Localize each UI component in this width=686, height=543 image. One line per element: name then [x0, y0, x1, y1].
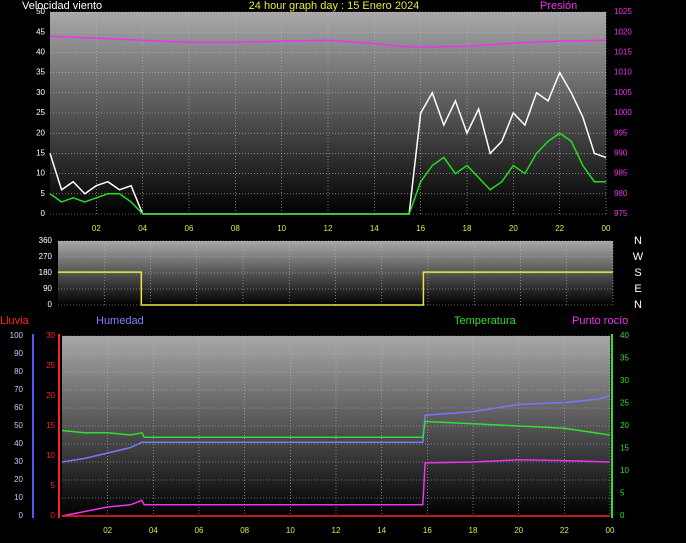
y2-tick-label: 1000	[614, 108, 632, 117]
y-tick-label: 10	[14, 493, 23, 502]
chart-title: 24 hour graph day : 15 Enero 2024	[249, 0, 420, 12]
y-tick-label: 20	[36, 128, 45, 137]
humidity-label: Humedad	[96, 315, 144, 327]
y3-tick-label: 20	[46, 391, 55, 400]
y-tick-label: 45	[36, 27, 45, 36]
series-line	[58, 271, 613, 306]
y3-tick-label: 0	[51, 511, 56, 520]
y2-tick-label: 975	[614, 209, 628, 218]
dewpoint-label: Punto rocío	[572, 315, 628, 327]
y2-tick-label: 1020	[614, 27, 632, 36]
y2-tick-label: 0	[620, 511, 625, 520]
y2-tick-label: 1010	[614, 68, 632, 77]
y-tick-label: 70	[14, 385, 23, 394]
x-tick-label: 08	[231, 224, 240, 233]
y2-tick-label: 980	[614, 189, 628, 198]
y-tick-label: 270	[39, 252, 53, 261]
y2-tick-label: 35	[620, 354, 629, 363]
y3-tick-label: 25	[46, 361, 55, 370]
x-tick-label: 02	[103, 526, 112, 535]
y3-tick-label: 30	[46, 331, 55, 340]
x-tick-label: 00	[606, 526, 615, 535]
y2-tick-label: 1025	[614, 7, 632, 16]
x-tick-label: 18	[469, 526, 478, 535]
x-tick-label: 02	[92, 224, 101, 233]
y2-tick-label: 985	[614, 169, 628, 178]
series-line	[61, 420, 611, 439]
y-tick-label: 0	[41, 209, 46, 218]
series-line	[61, 394, 611, 463]
y-tick-label: 30	[36, 88, 45, 97]
y2-tick-label: 25	[620, 399, 629, 408]
x-tick-label: 10	[286, 526, 295, 535]
y-tick-label: 60	[14, 403, 23, 412]
temperature-label: Temperatura	[454, 315, 517, 327]
x-tick-label: 00	[602, 224, 611, 233]
series-line	[49, 70, 607, 215]
y2-tick-label: N	[634, 235, 642, 247]
y-tick-label: 0	[48, 300, 53, 309]
y2-tick-label: 5	[620, 489, 625, 498]
y-tick-label: 40	[14, 439, 23, 448]
x-tick-label: 04	[149, 526, 158, 535]
y2-tick-label: N	[634, 299, 642, 311]
y2-tick-label: 990	[614, 149, 628, 158]
y2-tick-label: S	[634, 267, 641, 279]
rain-label: Lluvia	[0, 315, 30, 327]
x-tick-label: 22	[555, 224, 564, 233]
x-tick-label: 22	[560, 526, 569, 535]
y3-tick-label: 10	[46, 451, 55, 460]
y3-tick-label: 5	[51, 481, 56, 490]
y2-tick-label: 1015	[614, 48, 632, 57]
y-tick-label: 30	[14, 457, 23, 466]
x-tick-label: 12	[324, 224, 333, 233]
y-tick-label: 80	[14, 367, 23, 376]
x-tick-label: 18	[463, 224, 472, 233]
y2-tick-label: W	[633, 251, 644, 263]
x-tick-label: 16	[416, 224, 425, 233]
x-tick-label: 16	[423, 526, 432, 535]
x-tick-label: 14	[377, 526, 386, 535]
x-tick-label: 06	[195, 526, 204, 535]
y-tick-label: 360	[39, 236, 53, 245]
y-tick-label: 25	[36, 108, 45, 117]
x-tick-label: 06	[185, 224, 194, 233]
x-tick-label: 12	[332, 526, 341, 535]
y-tick-label: 20	[14, 475, 23, 484]
y-tick-label: 100	[10, 331, 24, 340]
y-tick-label: 50	[36, 7, 45, 16]
x-tick-label: 20	[514, 526, 523, 535]
x-tick-label: 08	[240, 526, 249, 535]
x-tick-label: 04	[138, 224, 147, 233]
y2-tick-label: 1005	[614, 88, 632, 97]
y2-tick-label: 15	[620, 444, 629, 453]
y-tick-label: 50	[14, 421, 23, 430]
x-tick-label: 20	[509, 224, 518, 233]
y-label: Velocidad viento	[22, 0, 102, 12]
y-tick-label: 0	[19, 511, 24, 520]
y3-tick-label: 15	[46, 421, 55, 430]
y-tick-label: 35	[36, 68, 45, 77]
y2-tick-label: 30	[620, 376, 629, 385]
y2-tick-label: E	[634, 283, 641, 295]
y2-tick-label: 40	[620, 331, 629, 340]
y-tick-label: 90	[43, 284, 52, 293]
y-tick-label: 10	[36, 169, 45, 178]
series-line	[61, 459, 611, 517]
y2-tick-label: 10	[620, 466, 629, 475]
x-tick-label: 10	[277, 224, 286, 233]
y2-tick-label: 20	[620, 421, 629, 430]
y-tick-label: 15	[36, 149, 45, 158]
y-tick-label: 40	[36, 48, 45, 57]
y-tick-label: 90	[14, 349, 23, 358]
series-line	[49, 35, 607, 48]
y2-label: Presión	[540, 0, 577, 12]
y-tick-label: 180	[39, 268, 53, 277]
series-line	[49, 132, 606, 215]
x-tick-label: 14	[370, 224, 379, 233]
y2-tick-label: 995	[614, 128, 628, 137]
y-tick-label: 5	[41, 189, 46, 198]
